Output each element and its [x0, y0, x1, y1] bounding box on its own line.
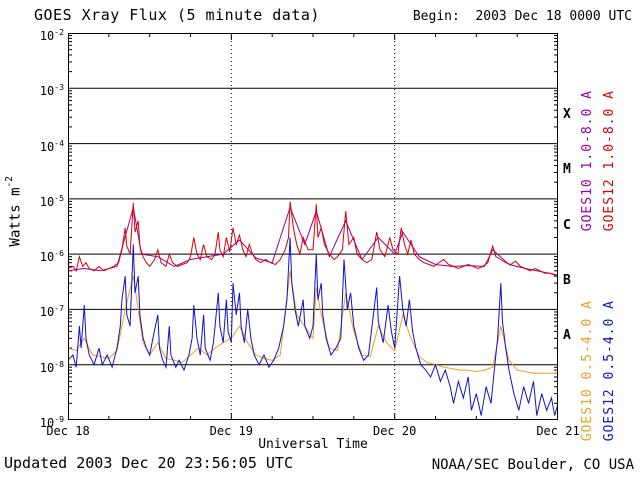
y-tick-label: 10-2	[39, 27, 64, 43]
page-title: GOES Xray Flux (5 minute data)	[34, 6, 320, 24]
x-axis-label: Universal Time	[258, 437, 368, 452]
x-tick-label: Dec 21	[536, 424, 580, 438]
trace-goes12-1-0-8-0-a	[68, 201, 558, 277]
x-tick-label: Dec 18	[46, 424, 90, 438]
y-axis-label: Watts m-2	[4, 176, 24, 246]
begin-label: Begin: 2003 Dec 18 0000 UTC	[412, 9, 632, 24]
flare-class-x: X	[563, 106, 571, 122]
x-tick-label: Dec 20	[372, 424, 417, 438]
source-attribution: NOAA/SEC Boulder, CO USA	[431, 457, 634, 473]
flare-class-c: C	[563, 217, 571, 233]
flare-class-m: M	[563, 162, 571, 178]
y-tick-label: 10-4	[39, 137, 64, 154]
series-label-goes10-0-5-4-0-a: GOES10 0.5-4.0 A	[580, 300, 595, 442]
updated-timestamp: Updated 2003 Dec 20 23:56:05 UTC	[4, 454, 293, 472]
y-axis-label-exponent: -2	[4, 176, 15, 188]
flare-class-a: A	[563, 328, 571, 344]
y-tick-label: 10-9	[39, 414, 64, 430]
trace-goes12-0-5-4-0-a	[68, 237, 558, 416]
flare-class-b: B	[563, 272, 571, 288]
y-axis-label-text: Watts m	[7, 187, 24, 247]
y-tick-label: 10-8	[39, 358, 64, 375]
series-label-goes10-1-0-8-0-a: GOES10 1.0-8.0 A	[580, 90, 595, 232]
x-tick-label: Dec 19	[209, 424, 254, 438]
y-tick-label: 10-6	[39, 248, 64, 265]
series-label-goes12-0-5-4-0-a: GOES12 0.5-4.0 A	[602, 300, 617, 442]
plot-border	[68, 33, 558, 420]
y-tick-label: 10-3	[39, 82, 64, 99]
y-tick-label: 10-5	[39, 192, 64, 209]
plot-area	[68, 33, 558, 420]
series-label-goes12-1-0-8-0-a: GOES12 1.0-8.0 A	[602, 90, 617, 232]
y-tick-label: 10-7	[39, 303, 64, 320]
trace-goes10-0-5-4-0-a	[68, 270, 558, 374]
